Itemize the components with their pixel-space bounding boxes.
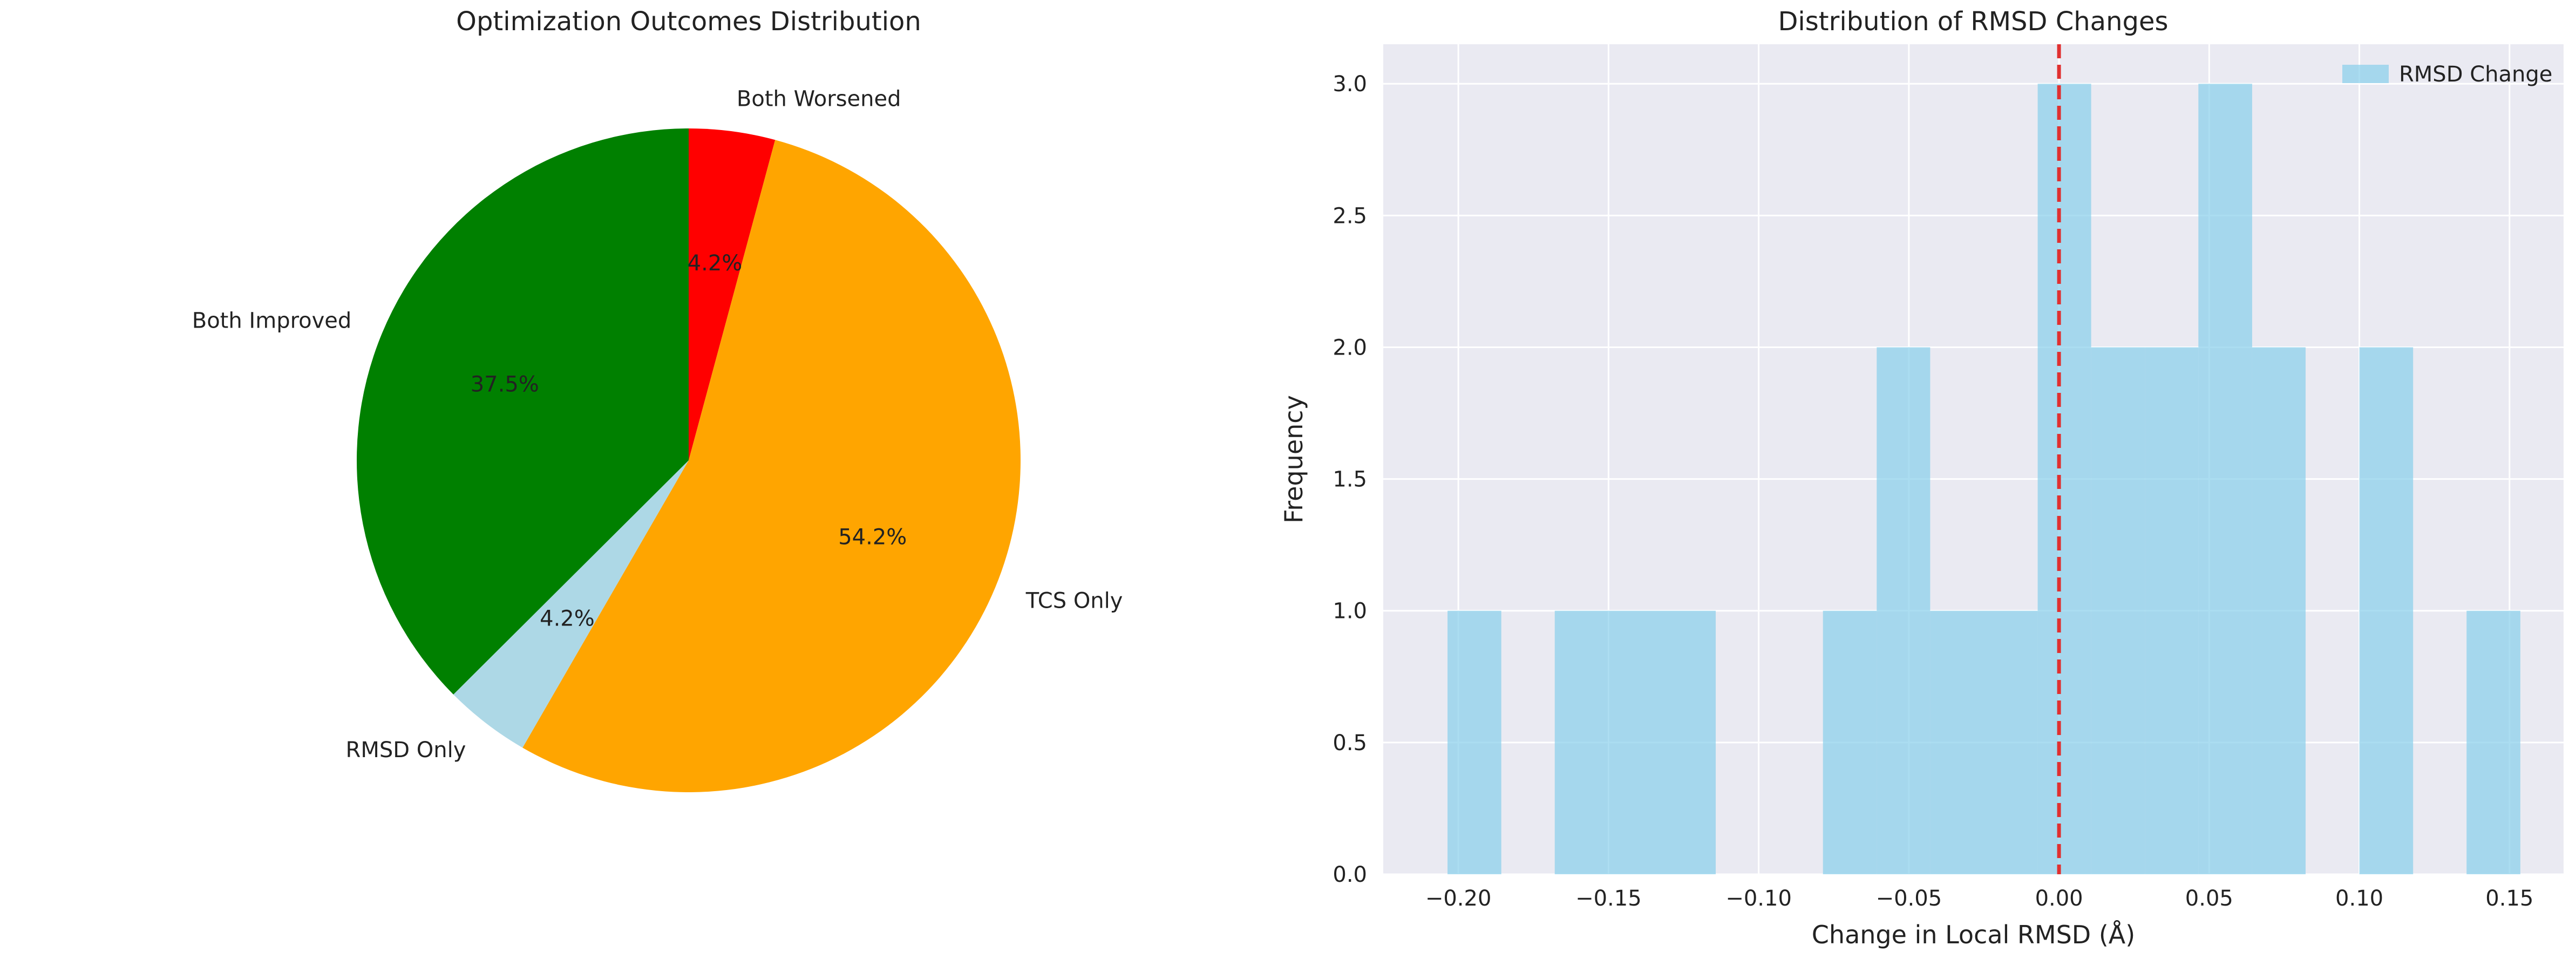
pie-chart-title: Optimization Outcomes Distribution <box>456 6 921 37</box>
x-tick-label: −0.20 <box>1425 886 1492 911</box>
histogram-bar <box>2359 347 2414 874</box>
pie-label-rmsd-only: RMSD Only <box>346 738 466 763</box>
histogram-bar <box>2091 347 2145 874</box>
pie-slice-labels: Both Worsened 4.2% TCS Only 54.2% RMSD Only 4… <box>192 86 1123 763</box>
histogram-title: Distribution of RMSD Changes <box>1778 6 2168 37</box>
y-tick-label: 0.0 <box>1333 862 1367 887</box>
x-tick-label: 0.00 <box>2035 886 2083 911</box>
y-tick-label: 0.5 <box>1333 731 1367 756</box>
pie-label-both-worsened: Both Worsened <box>737 86 901 111</box>
pie-slice-tcs-only <box>522 140 1021 793</box>
y-tick-label: 1.0 <box>1333 599 1367 624</box>
histogram-bar <box>1983 610 2038 874</box>
histogram-bar <box>2198 84 2252 875</box>
x-tick-label: 0.10 <box>2335 886 2383 911</box>
pie-percent-rmsd-only: 4.2% <box>540 606 595 631</box>
histogram-bar <box>1608 610 1662 874</box>
legend-swatch-rmsd-change <box>2342 65 2389 83</box>
histogram-bar <box>2466 610 2520 874</box>
pie-slice-rmsd-only <box>453 460 689 748</box>
pie-percent-both-improved: 37.5% <box>471 372 539 397</box>
histogram-bar <box>2037 84 2091 875</box>
histogram-bar <box>1930 610 1984 874</box>
histogram-panel: Distribution of RMSD Changes −0.20 −0.15−… <box>1279 6 2564 949</box>
pie-slice-both-worsened <box>689 128 776 460</box>
x-tick-label: −0.15 <box>1575 886 1642 911</box>
pie-label-tcs-only: TCS Only <box>1025 589 1123 614</box>
x-tick-label: −0.05 <box>1876 886 1942 911</box>
y-axis-label: Frequency <box>1279 395 1308 523</box>
x-axis-tick-labels: −0.20 −0.15 −0.10 −0.05 0.00 0.05 0.10 0.15 <box>1425 886 2534 911</box>
histogram-bars <box>1447 84 2520 875</box>
pie-slices <box>356 128 1021 793</box>
histogram-bar <box>1554 610 1609 874</box>
x-axis-label: Change in Local RMSD (Å) <box>1812 920 2135 949</box>
x-tick-label: −0.10 <box>1725 886 1792 911</box>
pie-chart-panel: Optimization Outcomes Distribution Both … <box>192 6 1123 793</box>
legend-label-rmsd-change: RMSD Change <box>2399 62 2552 87</box>
pie-label-both-improved: Both Improved <box>192 308 352 333</box>
histogram-bar <box>2252 347 2306 874</box>
histogram-bar <box>1877 347 1931 874</box>
legend: RMSD Change <box>2342 62 2552 87</box>
y-tick-label: 2.5 <box>1333 203 1367 228</box>
pie-slice-both-improved <box>356 128 689 695</box>
histogram-bar <box>1447 610 1501 874</box>
y-tick-label: 1.5 <box>1333 467 1367 492</box>
x-tick-label: 0.15 <box>2485 886 2533 911</box>
histogram-bar <box>1823 610 1877 874</box>
y-axis-tick-labels: 0.0 0.5 1.0 1.5 2.0 2.5 3.0 <box>1333 72 1367 887</box>
y-tick-label: 3.0 <box>1333 72 1367 97</box>
y-tick-label: 2.0 <box>1333 335 1367 360</box>
pie-percent-tcs-only: 54.2% <box>838 525 907 550</box>
histogram-bar <box>2145 347 2199 874</box>
histogram-bar <box>1662 610 1716 874</box>
x-tick-label: 0.05 <box>2185 886 2233 911</box>
pie-percent-both-worsened: 4.2% <box>688 251 743 276</box>
